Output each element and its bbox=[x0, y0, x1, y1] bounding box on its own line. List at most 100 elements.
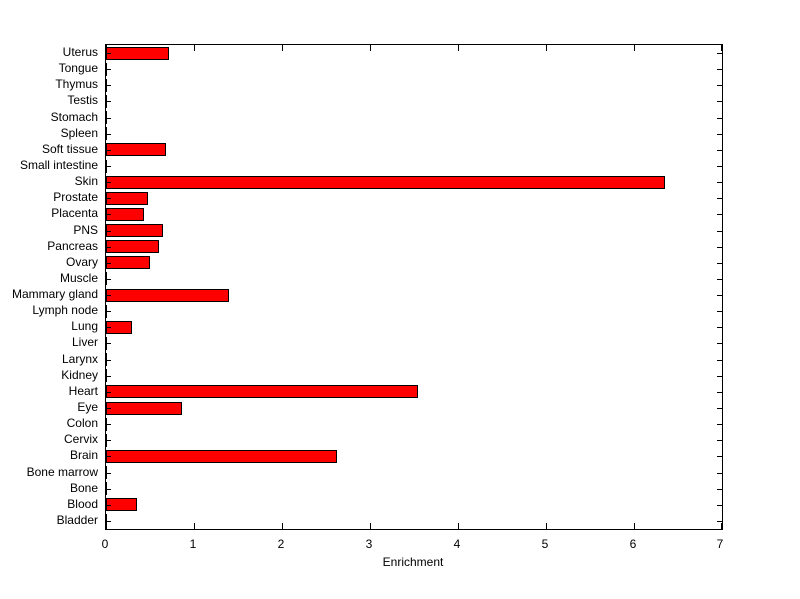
y-tick-label-bone: Bone bbox=[69, 480, 98, 495]
plot-area bbox=[105, 44, 723, 530]
bar-muscle bbox=[106, 272, 107, 286]
y-tick bbox=[106, 166, 111, 167]
y-tick-label-placenta: Placenta bbox=[51, 206, 98, 221]
y-tick bbox=[717, 101, 722, 102]
bar-mammary-gland bbox=[106, 288, 229, 302]
bar-larynx bbox=[106, 353, 107, 367]
y-tick bbox=[106, 327, 111, 328]
y-tick bbox=[717, 53, 722, 54]
x-tick bbox=[106, 45, 107, 51]
y-tick bbox=[717, 505, 722, 506]
bar-brain bbox=[106, 449, 337, 463]
y-tick-label-soft-tissue: Soft tissue bbox=[41, 141, 98, 156]
x-tick bbox=[194, 45, 195, 51]
y-tick-label-thymus: Thymus bbox=[55, 77, 98, 92]
y-tick bbox=[106, 53, 111, 54]
y-tick-label-blood: Blood bbox=[67, 496, 98, 511]
y-tick-label-tongue: Tongue bbox=[58, 61, 98, 76]
y-tick-label-mammary-gland: Mammary gland bbox=[11, 287, 98, 302]
y-tick bbox=[717, 327, 722, 328]
bar-uterus bbox=[106, 46, 169, 60]
y-tick-label-kidney: Kidney bbox=[61, 367, 98, 382]
y-tick-label-liver: Liver bbox=[71, 335, 98, 350]
x-tick bbox=[194, 523, 195, 529]
x-tick-label-4: 4 bbox=[453, 537, 461, 551]
y-tick-label-skin: Skin bbox=[74, 174, 98, 189]
y-tick bbox=[106, 343, 111, 344]
x-tick-label-1: 1 bbox=[189, 537, 197, 551]
y-tick bbox=[717, 69, 722, 70]
y-tick bbox=[106, 392, 111, 393]
y-tick bbox=[106, 150, 111, 151]
y-tick-label-pns: PNS bbox=[73, 222, 98, 237]
y-tick bbox=[717, 85, 722, 86]
y-tick bbox=[106, 214, 111, 215]
y-tick bbox=[717, 424, 722, 425]
y-tick bbox=[717, 279, 722, 280]
y-tick bbox=[106, 263, 111, 264]
y-tick-label-heart: Heart bbox=[68, 383, 98, 398]
y-tick bbox=[106, 247, 111, 248]
y-tick bbox=[106, 101, 111, 102]
x-tick bbox=[458, 523, 459, 529]
bar-skin bbox=[106, 175, 665, 189]
y-tick-label-spleen: Spleen bbox=[60, 125, 98, 140]
x-tick-label-6: 6 bbox=[629, 537, 637, 551]
y-tick-label-bladder: Bladder bbox=[56, 512, 98, 527]
y-tick bbox=[106, 489, 111, 490]
y-tick bbox=[717, 440, 722, 441]
bar-heart bbox=[106, 385, 418, 399]
y-tick bbox=[106, 424, 111, 425]
x-axis-title: Enrichment bbox=[382, 555, 444, 569]
x-tick bbox=[546, 523, 547, 529]
y-tick bbox=[717, 231, 722, 232]
y-tick bbox=[106, 473, 111, 474]
bar-placenta bbox=[106, 207, 144, 221]
x-tick bbox=[546, 45, 547, 51]
y-tick bbox=[717, 166, 722, 167]
y-tick-label-lymph-node: Lymph node bbox=[32, 303, 98, 318]
y-tick bbox=[717, 134, 722, 135]
y-tick-label-larynx: Larynx bbox=[61, 351, 98, 366]
y-tick bbox=[717, 311, 722, 312]
y-tick bbox=[106, 69, 111, 70]
y-tick bbox=[106, 376, 111, 377]
y-tick-label-testis: Testis bbox=[67, 93, 98, 108]
y-tick-label-cervix: Cervix bbox=[63, 432, 98, 447]
x-tick bbox=[282, 45, 283, 51]
x-tick bbox=[282, 523, 283, 529]
bar-stomach bbox=[106, 111, 107, 125]
y-tick-label-eye: Eye bbox=[77, 400, 98, 414]
x-tick-label-2: 2 bbox=[277, 537, 285, 551]
y-tick-label-pancreas: Pancreas bbox=[47, 238, 98, 253]
y-tick bbox=[717, 489, 722, 490]
bar-bladder bbox=[106, 514, 107, 528]
bar-bone bbox=[106, 482, 107, 496]
y-tick-label-ovary: Ovary bbox=[65, 254, 98, 269]
x-tick bbox=[370, 45, 371, 51]
y-tick-label-muscle: Muscle bbox=[59, 270, 98, 285]
y-tick-label-brain: Brain bbox=[69, 448, 98, 463]
y-tick bbox=[717, 392, 722, 393]
y-tick bbox=[717, 521, 722, 522]
bar-pancreas bbox=[106, 240, 159, 254]
y-tick bbox=[717, 408, 722, 409]
y-tick bbox=[717, 376, 722, 377]
x-tick bbox=[634, 523, 635, 529]
y-tick-label-lung: Lung bbox=[71, 319, 98, 334]
x-tick bbox=[458, 45, 459, 51]
bar-blood bbox=[106, 498, 137, 512]
y-tick bbox=[717, 198, 722, 199]
y-tick-label-uterus: Uterus bbox=[62, 45, 98, 60]
y-tick bbox=[106, 505, 111, 506]
y-tick bbox=[106, 231, 111, 232]
x-tick-label-0: 0 bbox=[101, 537, 109, 551]
x-tick-label-7: 7 bbox=[716, 537, 724, 551]
y-tick bbox=[717, 295, 722, 296]
y-tick bbox=[717, 247, 722, 248]
y-tick bbox=[717, 182, 722, 183]
y-tick bbox=[106, 279, 111, 280]
y-tick bbox=[106, 295, 111, 296]
x-tick bbox=[634, 45, 635, 51]
